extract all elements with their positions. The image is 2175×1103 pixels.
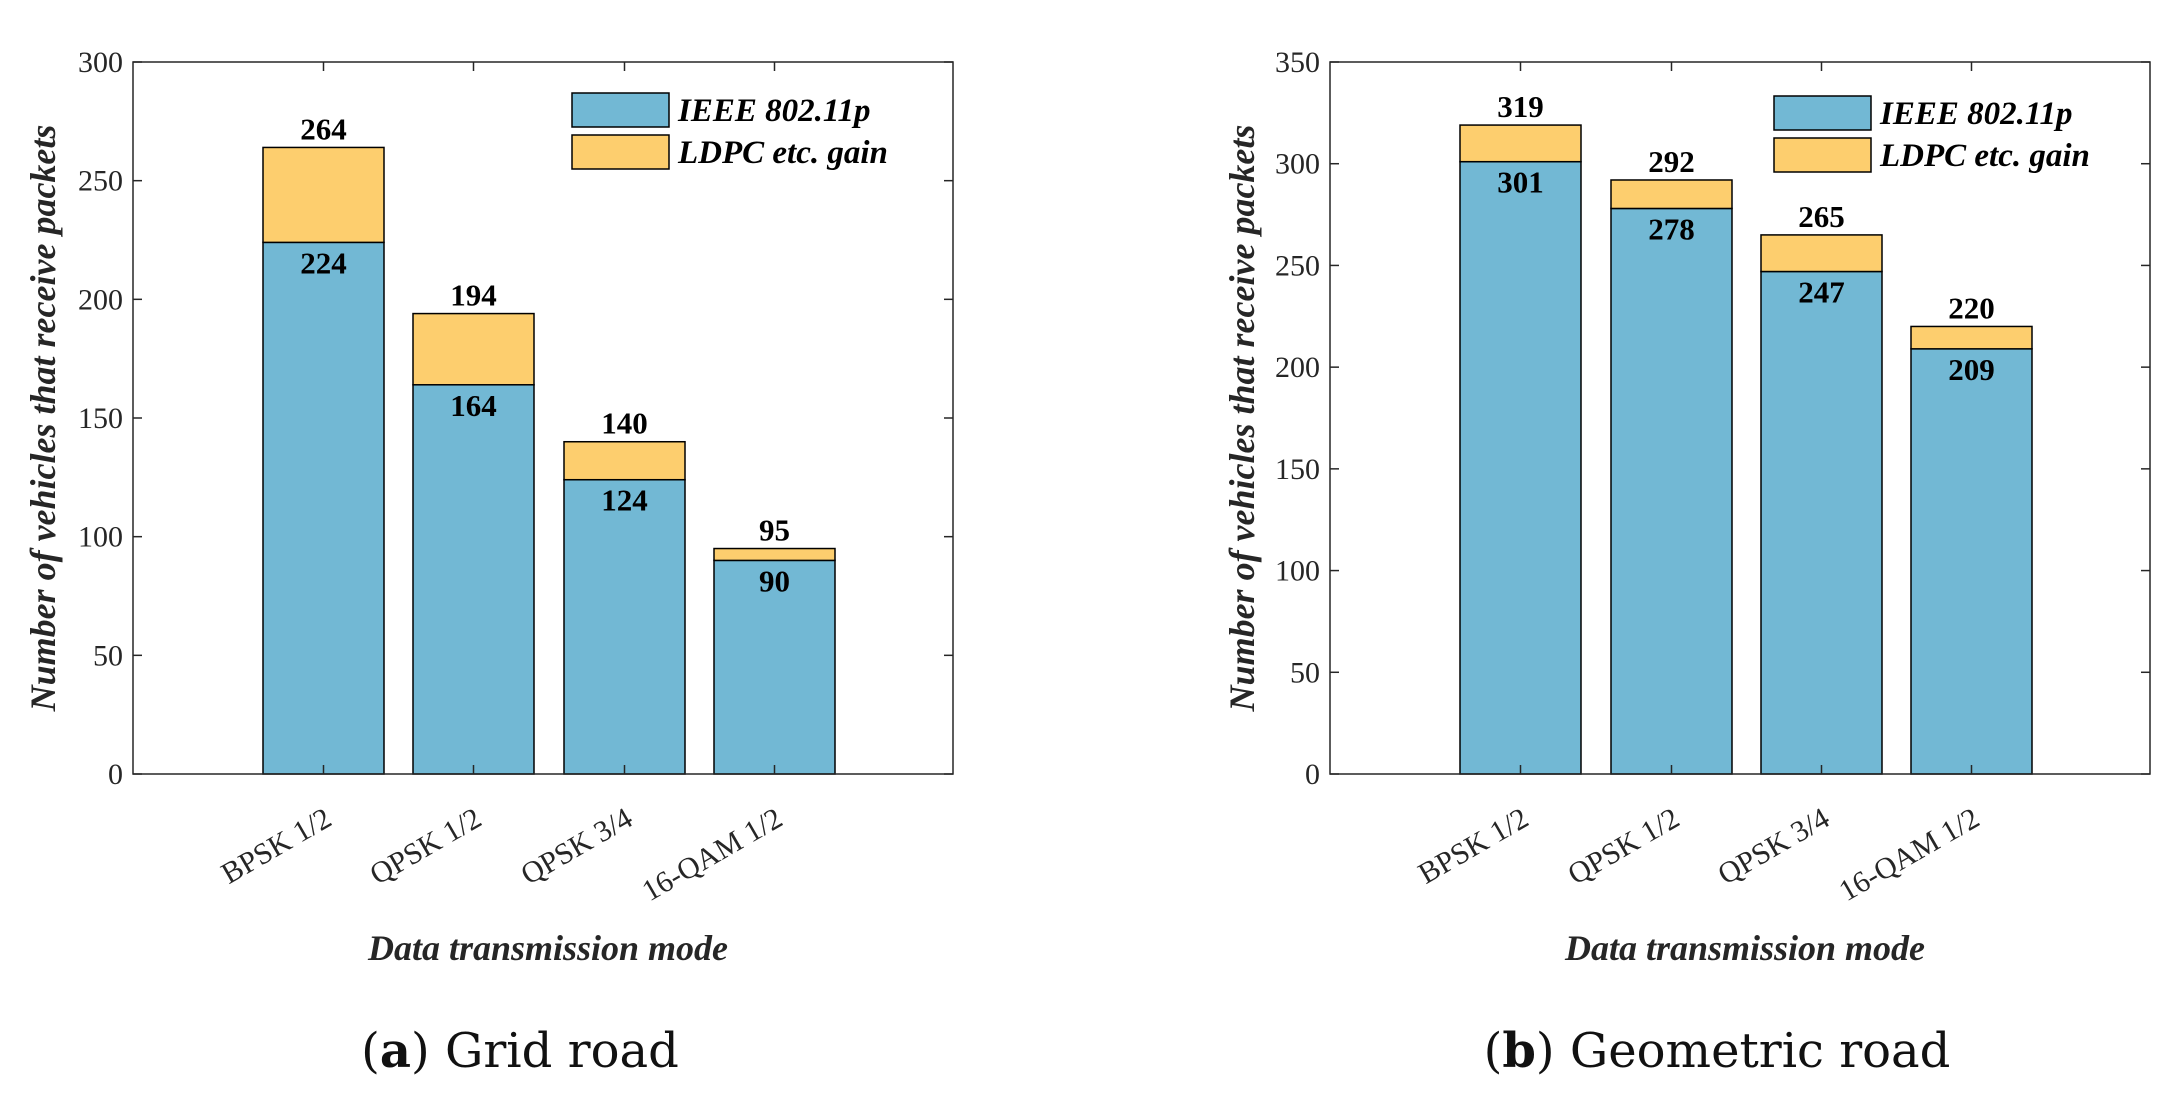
- y-tick-label: 150: [1275, 453, 1320, 486]
- x-tick-label: BPSK 1/2: [1413, 801, 1534, 890]
- caption-paren-open: (: [1484, 1023, 1503, 1079]
- x-tick-label: 16-QAM 1/2: [637, 801, 788, 908]
- bar-value-label: 209: [1948, 352, 1995, 387]
- bar-value-label: 278: [1648, 211, 1695, 246]
- x-tick-label: QPSK 1/2: [1562, 801, 1685, 891]
- bar-value-label: 301: [1497, 165, 1544, 200]
- y-tick-label: 250: [78, 165, 123, 198]
- legend-label-ieee: IEEE 802.11p: [1879, 96, 2073, 132]
- legend-label-ldpc-gain: LDPC etc. gain: [1879, 138, 2090, 174]
- y-tick-label: 300: [1275, 148, 1320, 181]
- bar-ieee: [713, 559, 836, 775]
- y-tick-label: 250: [1275, 249, 1320, 282]
- caption-paren-open: (: [361, 1023, 380, 1079]
- bar-value-label: 164: [450, 388, 497, 423]
- axes-box: [1329, 61, 2151, 775]
- bar-total-label: 264: [300, 111, 347, 146]
- bar-ldpc-gain: [1459, 124, 1582, 163]
- caption-text: Geometric road: [1555, 1023, 1951, 1079]
- legend-swatch-ieee: [571, 92, 670, 128]
- bar-ldpc-gain: [262, 146, 385, 244]
- legend-label-ldpc-gain: LDPC etc. gain: [677, 135, 888, 171]
- bar-ldpc-gain: [1760, 234, 1883, 273]
- bar-ieee: [1459, 160, 1582, 775]
- bar-total-label: 319: [1497, 89, 1544, 124]
- bar-ieee: [1760, 270, 1883, 775]
- figure-caption: (b) Geometric road: [1484, 1023, 1951, 1079]
- x-tick-label: BPSK 1/2: [216, 801, 337, 890]
- bar-ldpc-gain: [412, 312, 535, 386]
- y-axis-title: Number of vehicles that receive packets: [23, 125, 63, 713]
- bar-ieee: [563, 478, 686, 775]
- bar-total-label: 292: [1648, 144, 1695, 179]
- y-tick-label: 100: [78, 521, 123, 554]
- chart-panel-a: 224 264 BPSK 1/2 164 194 QPSK 1/2 124 140 QPSK 3…: [23, 46, 954, 1079]
- y-tick-label: 200: [1275, 351, 1320, 384]
- bar-ieee: [262, 241, 385, 775]
- caption-paren-close: ): [1536, 1023, 1555, 1079]
- legend-label-ieee: IEEE 802.11p: [677, 93, 871, 129]
- y-tick-label: 350: [1275, 46, 1320, 79]
- y-tick-label: 50: [1290, 656, 1320, 689]
- y-tick-label: 150: [78, 402, 123, 435]
- bar-ieee: [1910, 348, 2033, 775]
- x-tick-label: QPSK 3/4: [515, 801, 638, 891]
- bar-ieee: [412, 384, 535, 775]
- y-tick-label: 0: [1305, 758, 1320, 791]
- chart-panel-b: 301 319 BPSK 1/2 278 292 QPSK 1/2 247 265 QPSK 3…: [1222, 46, 2151, 1079]
- bar-value-label: 90: [759, 563, 790, 598]
- caption-letter: b: [1502, 1023, 1536, 1079]
- x-axis-title: Data transmission mode: [1564, 928, 1925, 968]
- legend-swatch-ieee: [1773, 95, 1872, 131]
- bar-total-label: 194: [450, 278, 497, 313]
- y-tick-label: 100: [1275, 555, 1320, 588]
- bar-value-label: 224: [300, 245, 347, 280]
- bar-total-label: 140: [601, 406, 648, 441]
- y-axis-title: Number of vehicles that receive packets: [1222, 125, 1262, 713]
- legend-swatch-ldpc-gain: [571, 134, 670, 170]
- legend-swatch-ldpc-gain: [1773, 137, 1872, 173]
- x-tick-label: 16-QAM 1/2: [1834, 801, 1985, 908]
- y-tick-label: 50: [93, 639, 123, 672]
- bar-ldpc-gain: [1610, 179, 1733, 210]
- bar-ldpc-gain: [1910, 325, 2033, 350]
- bar-value-label: 124: [601, 483, 648, 518]
- caption-text: Grid road: [430, 1023, 679, 1079]
- y-tick-label: 300: [78, 46, 123, 79]
- caption-letter: a: [380, 1023, 411, 1079]
- bar-total-label: 95: [759, 513, 790, 548]
- x-tick-label: QPSK 1/2: [364, 801, 487, 891]
- figure-caption: (a) Grid road: [361, 1023, 679, 1079]
- y-tick-label: 0: [108, 758, 123, 791]
- bar-value-label: 247: [1798, 275, 1845, 310]
- bar-ldpc-gain: [563, 440, 686, 481]
- y-tick-label: 200: [78, 283, 123, 316]
- bar-ldpc-gain: [713, 547, 836, 562]
- bar-total-label: 265: [1798, 199, 1845, 234]
- x-tick-label: QPSK 3/4: [1712, 801, 1835, 891]
- x-axis-title: Data transmission mode: [367, 928, 728, 968]
- bar-ieee: [1610, 207, 1733, 775]
- caption-paren-close: ): [411, 1023, 430, 1079]
- bar-total-label: 220: [1948, 290, 1995, 325]
